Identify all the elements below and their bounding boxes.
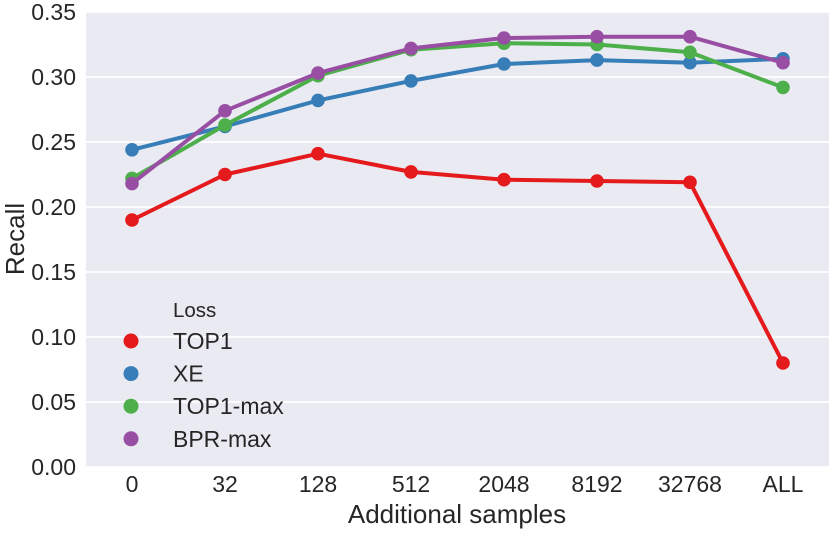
x-tick-label: 32768 — [658, 471, 722, 497]
top1-marker — [404, 165, 418, 179]
top1-max-marker — [776, 80, 790, 95]
top1-max-marker — [218, 118, 232, 132]
legend-item: BPR-max — [123, 426, 272, 452]
y-tick-label: 0.30 — [31, 64, 76, 90]
xe-legend-swatch — [123, 366, 139, 382]
x-tick-label: 2048 — [478, 471, 529, 497]
top1-max-line — [130, 41, 785, 181]
bpr-max-legend-swatch — [123, 431, 139, 447]
bpr-max-marker — [125, 176, 139, 191]
top1-marker — [218, 167, 232, 182]
y-tick-labels: 0.00 0.05 0.10 0.15 0.20 0.25 0.30 0.35 — [31, 0, 76, 480]
legend-item: TOP1-max — [123, 393, 284, 419]
legend-item-label: TOP1-max — [173, 393, 284, 419]
bpr-max-marker — [683, 29, 697, 44]
bpr-max-marker — [497, 31, 511, 45]
x-axis-label: Additional samples — [348, 499, 566, 529]
legend-item-label: TOP1 — [173, 328, 233, 354]
xe-marker — [404, 74, 418, 88]
top1-marker — [590, 174, 604, 188]
legend-items: TOP1 XE TOP1-max BPR-max — [123, 328, 284, 452]
y-tick-label: 0.10 — [31, 324, 76, 350]
xe-marker — [497, 57, 511, 71]
xe-marker — [311, 93, 325, 108]
y-tick-label: 0.20 — [31, 194, 76, 220]
bpr-max-marker — [404, 41, 418, 56]
bpr-max-marker — [590, 29, 604, 44]
x-tick-labels: 0 32 128 512 2048 8192 32768 ALL — [126, 471, 804, 497]
top1-line — [130, 151, 785, 365]
legend-item-label: BPR-max — [173, 426, 272, 452]
bpr-max-line — [130, 34, 785, 186]
y-tick-label: 0.00 — [31, 454, 76, 480]
top1-marker — [125, 213, 139, 227]
xe-marker — [125, 143, 139, 157]
plot-area — [86, 12, 829, 467]
top1-marker — [683, 175, 697, 190]
bpr-max-marker — [218, 104, 232, 118]
xe-marker — [590, 53, 604, 67]
x-tick-label: 0 — [126, 471, 139, 497]
xe-marker — [683, 55, 697, 70]
y-axis-label: Recall — [0, 203, 30, 275]
legend-item-label: XE — [173, 361, 204, 387]
y-tick-label: 0.25 — [31, 129, 76, 155]
x-tick-label: 128 — [299, 471, 337, 497]
bpr-max-marker — [776, 55, 790, 70]
top1-max-marker — [683, 45, 697, 60]
top1-marker — [311, 146, 325, 161]
x-tick-label: 32 — [212, 471, 238, 497]
y-tick-label: 0.05 — [31, 389, 76, 415]
gridlines — [86, 11, 829, 468]
x-tick-label: ALL — [763, 471, 804, 497]
top1-legend-swatch — [123, 333, 139, 349]
y-tick-label: 0.35 — [31, 0, 76, 25]
y-tick-label: 0.15 — [31, 259, 76, 285]
bpr-max-marker — [311, 66, 325, 80]
top1-max-legend-swatch — [123, 398, 139, 414]
x-tick-label: 512 — [392, 471, 430, 497]
legend-item: TOP1 — [123, 328, 233, 354]
top1-marker — [497, 172, 511, 187]
top1-marker — [776, 356, 790, 370]
x-tick-label: 8192 — [571, 471, 622, 497]
legend: Loss TOP1 XE TOP1-max BPR-max — [123, 299, 284, 452]
data-series — [125, 29, 790, 370]
legend-title: Loss — [173, 299, 216, 322]
legend-item: XE — [123, 361, 204, 387]
xe-line — [130, 56, 785, 152]
